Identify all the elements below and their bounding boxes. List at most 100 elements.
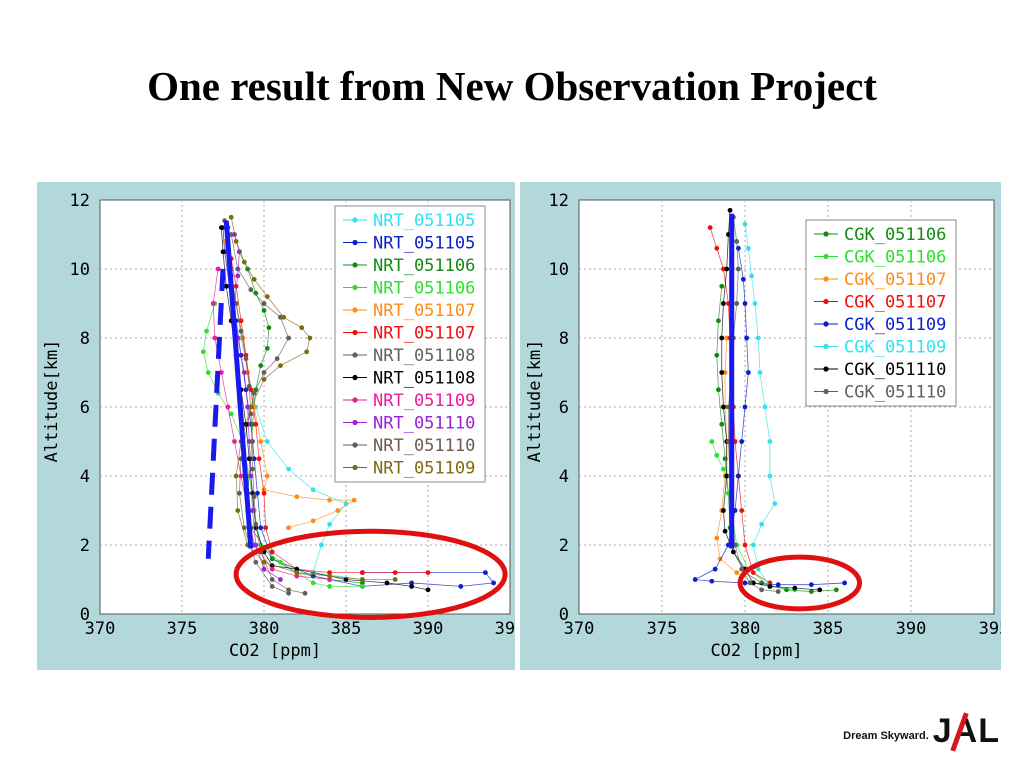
legend-swatch-marker — [352, 397, 358, 403]
data-point — [714, 535, 720, 541]
data-point — [744, 335, 750, 341]
legend-swatch-marker — [823, 253, 829, 260]
x-tick-label: 385 — [331, 619, 362, 639]
data-point — [212, 335, 218, 341]
data-point — [491, 580, 496, 586]
legend-swatch-marker — [823, 276, 829, 282]
y-tick-label: 2 — [80, 536, 90, 556]
data-point — [251, 276, 257, 282]
data-point — [232, 439, 237, 444]
legend-swatch-marker — [823, 343, 829, 350]
data-point — [310, 580, 316, 586]
data-point — [742, 580, 748, 586]
data-point — [250, 466, 255, 472]
data-point — [248, 404, 254, 410]
legend-entry-label: NRT_051109 — [373, 459, 475, 479]
data-point — [246, 383, 252, 389]
data-point — [204, 328, 210, 334]
data-point — [319, 542, 324, 548]
data-point — [253, 421, 259, 427]
data-point — [722, 528, 728, 534]
data-point — [294, 573, 300, 579]
x-axis-title: CO2 [ppm] — [229, 641, 321, 661]
data-point — [360, 584, 365, 589]
legend-entry-label: NRT_051110 — [373, 414, 475, 434]
data-point — [258, 363, 264, 368]
data-point — [719, 370, 725, 375]
data-point — [251, 494, 257, 500]
data-point — [245, 404, 251, 410]
data-point — [458, 584, 464, 589]
data-point — [716, 318, 721, 324]
data-point — [263, 525, 269, 531]
data-point — [392, 577, 398, 582]
data-point — [210, 301, 216, 306]
data-point — [310, 518, 316, 524]
data-point — [238, 473, 244, 479]
legend-entry-label: NRT_051109 — [373, 391, 475, 411]
data-point — [286, 335, 291, 341]
legend-swatch-marker — [823, 366, 829, 372]
data-point — [721, 508, 726, 513]
y-tick-label: 6 — [80, 398, 90, 418]
data-point — [237, 490, 242, 496]
data-point — [261, 566, 267, 572]
data-point — [409, 584, 414, 589]
data-point — [294, 566, 300, 572]
data-point — [809, 582, 814, 588]
data-point — [205, 370, 211, 375]
data-point — [225, 404, 231, 410]
x-tick-label: 380 — [730, 619, 761, 639]
data-point — [719, 335, 725, 341]
data-point — [762, 404, 768, 410]
data-point — [775, 589, 781, 594]
legend-swatch-marker — [352, 239, 358, 246]
data-point — [269, 566, 275, 572]
data-point — [384, 580, 390, 586]
data-point — [740, 276, 746, 282]
data-point — [742, 221, 748, 227]
y-tick-label: 4 — [559, 467, 569, 487]
data-point — [709, 439, 715, 444]
data-point — [264, 294, 270, 299]
legend-swatch-marker — [352, 329, 358, 336]
data-point — [250, 508, 255, 513]
data-point — [335, 508, 341, 513]
data-point — [261, 490, 267, 496]
data-point — [256, 456, 262, 462]
legend-entry-label: NRT_051107 — [373, 324, 475, 344]
legend-entry-label: CGK_051106 — [844, 225, 946, 245]
legend-entry-label: NRT_051105 — [373, 234, 475, 254]
data-point — [742, 301, 748, 306]
data-point — [215, 266, 221, 272]
y-tick-label: 2 — [559, 536, 569, 556]
legend-entry-label: NRT_051106 — [373, 279, 475, 299]
y-tick-label: 6 — [559, 398, 569, 418]
chart-left: 370 375 380 385 390 395 0 2 4 6 8 10 12 CO2 [ppm] Alti… — [42, 191, 515, 661]
data-point — [200, 349, 206, 355]
data-point — [228, 232, 234, 237]
logo-mark: JAL — [932, 712, 1000, 752]
data-point — [707, 225, 713, 230]
data-point — [286, 590, 291, 596]
legend-box — [805, 219, 957, 407]
data-point — [351, 497, 357, 503]
legend-entry-label: NRT_051108 — [373, 346, 475, 366]
highlight-ellipse — [233, 528, 508, 620]
data-point — [327, 497, 332, 503]
data-point — [246, 456, 252, 462]
data-point — [255, 490, 260, 496]
series-line — [227, 227, 428, 574]
data-point — [274, 356, 280, 362]
data-point — [692, 577, 698, 582]
data-point — [304, 349, 310, 355]
x-tick-label: 390 — [896, 619, 927, 639]
data-point — [246, 439, 252, 444]
data-point — [739, 566, 745, 572]
data-point — [261, 559, 267, 565]
logo-tagline: Dream Skyward. — [843, 730, 929, 742]
data-point — [327, 521, 332, 527]
x-tick-label: 395 — [979, 619, 1001, 639]
data-point — [792, 585, 798, 591]
legend: CGK_051106CGK_051106CGK_051107CGK_051107… — [805, 219, 957, 407]
